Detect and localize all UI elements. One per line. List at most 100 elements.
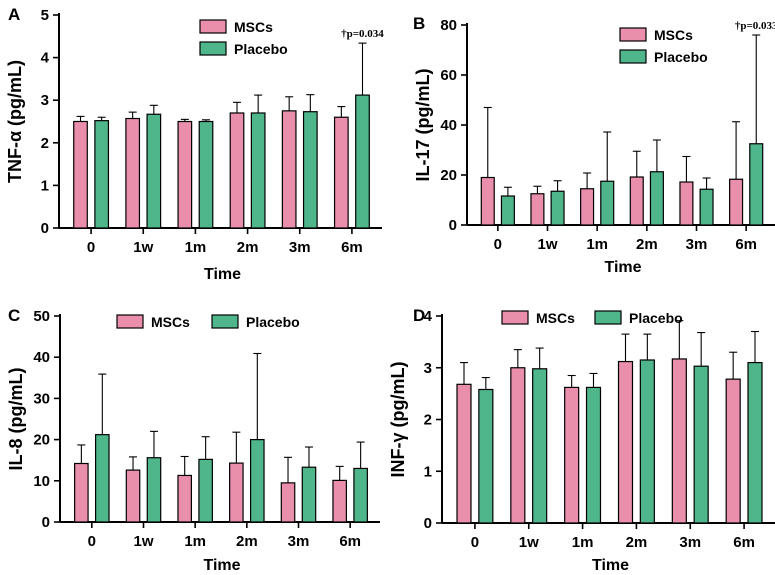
bar-placebo: [250, 112, 266, 229]
bar-placebo: [639, 359, 655, 524]
panel-letter: D: [413, 306, 425, 325]
bar-placebo: [302, 111, 318, 229]
legend-label: Placebo: [246, 314, 300, 330]
y-tick-label: 40: [440, 117, 457, 134]
x-tick-label: 2m: [237, 239, 259, 256]
bar-mscs: [679, 181, 694, 226]
significance-annotation: †p=0.034: [341, 28, 384, 40]
bar-placebo: [146, 113, 162, 229]
bar-placebo: [749, 143, 764, 226]
x-tick-label: 1w: [519, 534, 539, 551]
legend: MSCs Placebo: [199, 19, 288, 57]
y-tick-label: 3: [41, 92, 49, 109]
bar-mscs: [725, 378, 741, 524]
x-axis-label: Time: [592, 557, 629, 574]
y-tick-label: 10: [33, 473, 50, 490]
y-tick-label: 0: [449, 217, 457, 234]
x-tick-label: 0: [471, 534, 479, 551]
legend-swatch-mscs: [501, 310, 529, 325]
bar-mscs: [729, 178, 744, 226]
bar-mscs: [564, 386, 580, 524]
bar-mscs: [332, 479, 348, 523]
bar-mscs: [280, 482, 296, 523]
legend-label: MSCs: [654, 27, 693, 43]
legend-swatch-placebo: [199, 41, 227, 56]
y-tick-label: 4: [424, 308, 433, 325]
bar-placebo: [301, 466, 317, 523]
y-axis-label: IL-17 (pg/mL): [413, 69, 433, 182]
bar-mscs: [333, 116, 349, 229]
bar-placebo: [649, 171, 664, 226]
panel-letter: C: [8, 306, 20, 325]
x-tick-label: 1m: [586, 236, 608, 253]
x-tick-label: 0: [494, 236, 502, 253]
legend-label: MSCs: [151, 314, 190, 330]
bar-placebo: [693, 365, 709, 524]
bar-placebo: [699, 188, 714, 226]
x-tick-label: 1m: [184, 533, 206, 550]
x-tick-label: 3m: [686, 236, 708, 253]
bar-placebo: [94, 434, 110, 523]
bar-placebo: [532, 368, 548, 524]
y-axis-label: TNF-α (pg/mL): [5, 60, 25, 183]
x-tick-label: 6m: [341, 239, 363, 256]
y-axis-label: IL-8 (pg/mL): [6, 368, 26, 471]
legend-label: Placebo: [234, 41, 288, 57]
bar-placebo: [249, 439, 265, 523]
significance-annotation: †p=0.033: [735, 20, 775, 32]
x-axis-label: Time: [203, 557, 240, 574]
bar-mscs: [73, 120, 88, 229]
y-tick-label: 3: [424, 360, 432, 377]
x-tick-label: 2m: [626, 534, 648, 551]
y-tick-label: 40: [33, 349, 50, 366]
x-tick-label: 1w: [133, 239, 153, 256]
y-tick-label: 80: [440, 17, 457, 34]
y-tick-label: 0: [42, 514, 50, 531]
bar-placebo: [198, 458, 213, 523]
y-tick-label: 0: [41, 220, 49, 237]
y-tick-label: 50: [33, 308, 50, 325]
chart-panel-d: D 0 1 2 3 4 INF-γ (pg/mL) 0 1w 1m 2m 3m 6m Time MSCs Pl…: [388, 306, 775, 574]
legend-swatch-placebo: [594, 310, 622, 325]
bar-placebo: [355, 94, 370, 229]
bar-mscs: [229, 112, 245, 229]
panel-letter: B: [413, 14, 425, 33]
bar-mscs: [177, 474, 193, 523]
bar-placebo: [478, 388, 494, 524]
bar-mscs: [671, 358, 687, 524]
legend-swatch-mscs: [619, 27, 647, 42]
bar-mscs: [456, 383, 472, 524]
chart-panel-b: B 0 20 40 60 80 IL-17 (pg/mL) 0 1w 1m 2m 3m 6m Time MS…: [413, 14, 775, 276]
legend-label: MSCs: [536, 310, 575, 326]
bar-mscs: [617, 360, 634, 524]
x-tick-label: 1w: [133, 533, 153, 550]
bar-placebo: [353, 467, 368, 523]
x-axis-label: Time: [204, 266, 241, 283]
y-tick-label: 1: [424, 463, 432, 480]
bar-placebo: [585, 386, 602, 524]
bar-mscs: [281, 110, 297, 229]
y-tick-label: 60: [440, 67, 457, 84]
chart-panel-a: A 0 1 2 3 4 5 TNF-α (pg/mL) 0 1w 1m 2m 3m 6m Time MSCs P…: [5, 5, 384, 283]
x-tick-label: 0: [88, 533, 96, 550]
y-tick-label: 20: [33, 432, 50, 449]
legend: MSCs Placebo: [619, 27, 708, 65]
x-tick-label: 1m: [185, 239, 207, 256]
panel-letter: A: [8, 5, 20, 24]
y-axis-label: INF-γ (pg/mL): [388, 362, 408, 478]
x-tick-label: 3m: [289, 239, 311, 256]
legend: MSCs Placebo: [501, 310, 683, 326]
bar-placebo: [198, 120, 214, 229]
x-tick-label: 6m: [339, 533, 361, 550]
x-tick-label: 6m: [733, 534, 755, 551]
y-tick-label: 0: [424, 515, 432, 532]
x-tick-label: 1m: [572, 534, 594, 551]
bar-placebo: [146, 457, 162, 523]
bar-placebo: [747, 361, 763, 524]
y-tick-label: 30: [33, 390, 50, 407]
legend-swatch-placebo: [619, 49, 647, 64]
x-tick-label: 3m: [288, 533, 310, 550]
legend-swatch-mscs: [199, 19, 227, 34]
bar-mscs: [580, 188, 595, 226]
legend-swatch-placebo: [211, 314, 239, 329]
